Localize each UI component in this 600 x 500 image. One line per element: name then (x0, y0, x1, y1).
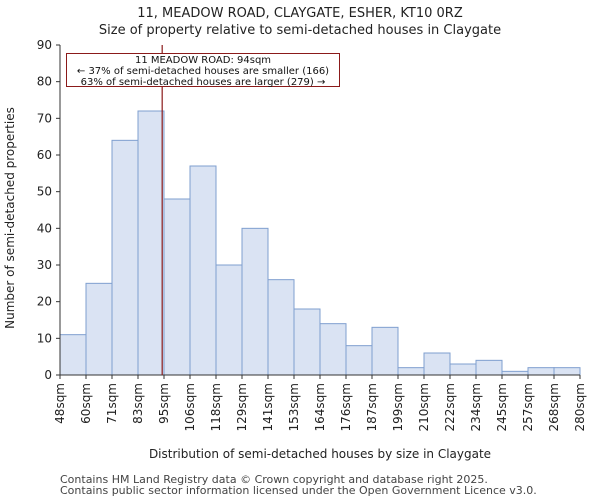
x-tick-label: 153sqm (287, 383, 301, 431)
y-tick-label: 90 (37, 38, 52, 52)
y-tick-label: 40 (37, 221, 52, 235)
histogram-bar (241, 227, 269, 376)
histogram-bar (345, 345, 373, 376)
histogram-bar (397, 367, 425, 376)
x-tick-label: 118sqm (209, 383, 223, 431)
x-tick-label: 48sqm (53, 383, 67, 424)
histogram-bar (59, 334, 87, 376)
y-tick-label: 0 (44, 368, 52, 382)
x-tick-label: 95sqm (157, 383, 171, 424)
x-axis-label: Distribution of semi-detached houses by … (149, 447, 491, 461)
x-tick-label: 268sqm (547, 383, 561, 431)
x-tick-label: 176sqm (339, 383, 353, 431)
y-tick-label: 20 (37, 295, 52, 309)
x-tick-label: 71sqm (105, 383, 119, 424)
histogram-bar (449, 363, 477, 376)
histogram-bar (371, 326, 399, 376)
footer-licence: Contains public sector information licen… (60, 484, 537, 497)
x-tick-label: 106sqm (183, 383, 197, 431)
histogram-bar (527, 367, 555, 376)
histogram-bar (189, 165, 217, 376)
x-tick-label: 60sqm (79, 383, 93, 424)
x-tick-label: 129sqm (235, 383, 249, 431)
annotation-line-2: ← 37% of semi-detached houses are smalle… (76, 66, 330, 77)
histogram-bar (423, 352, 451, 376)
x-tick-label: 141sqm (261, 383, 275, 431)
histogram-bar (293, 308, 321, 376)
x-tick-label: 234sqm (469, 383, 483, 431)
y-tick-label: 60 (37, 148, 52, 162)
y-tick-label: 50 (37, 185, 52, 199)
x-tick-label: 199sqm (391, 383, 405, 431)
chart-title: 11, MEADOW ROAD, CLAYGATE, ESHER, KT10 0… (137, 6, 463, 21)
histogram-bar (85, 282, 113, 376)
footer-copyright: Contains HM Land Registry data © Crown c… (60, 473, 488, 486)
x-tick-label: 280sqm (573, 383, 587, 431)
histogram-bar (501, 370, 529, 376)
histogram-bar (475, 359, 503, 376)
y-tick-label: 70 (37, 111, 52, 125)
histogram-bar (215, 264, 243, 376)
y-tick-label: 80 (37, 75, 52, 89)
histogram-bar (137, 110, 165, 376)
x-tick-label: 245sqm (495, 383, 509, 431)
histogram-bar (163, 198, 191, 376)
y-tick-label: 10 (37, 331, 52, 345)
x-tick-label: 257sqm (521, 383, 535, 431)
histogram-bar (319, 323, 347, 376)
annotation-line-3: 63% of semi-detached houses are larger (… (80, 77, 326, 88)
chart-subtitle: Size of property relative to semi-detach… (98, 23, 502, 38)
y-tick-label: 30 (37, 258, 52, 272)
property-annotation-box: 11 MEADOW ROAD: 94sqm ← 37% of semi-deta… (66, 53, 340, 88)
x-tick-label: 83sqm (131, 383, 145, 424)
annotation-line-1: 11 MEADOW ROAD: 94sqm (134, 55, 272, 66)
x-tick-label: 222sqm (443, 383, 457, 431)
y-axis-label: Number of semi-detached properties (3, 107, 17, 329)
histogram-bar (267, 279, 295, 376)
x-tick-label: 187sqm (365, 383, 379, 431)
x-tick-label: 210sqm (417, 383, 431, 431)
histogram-bar (111, 139, 139, 376)
x-tick-label: 164sqm (313, 383, 327, 431)
histogram-bar (553, 367, 581, 376)
